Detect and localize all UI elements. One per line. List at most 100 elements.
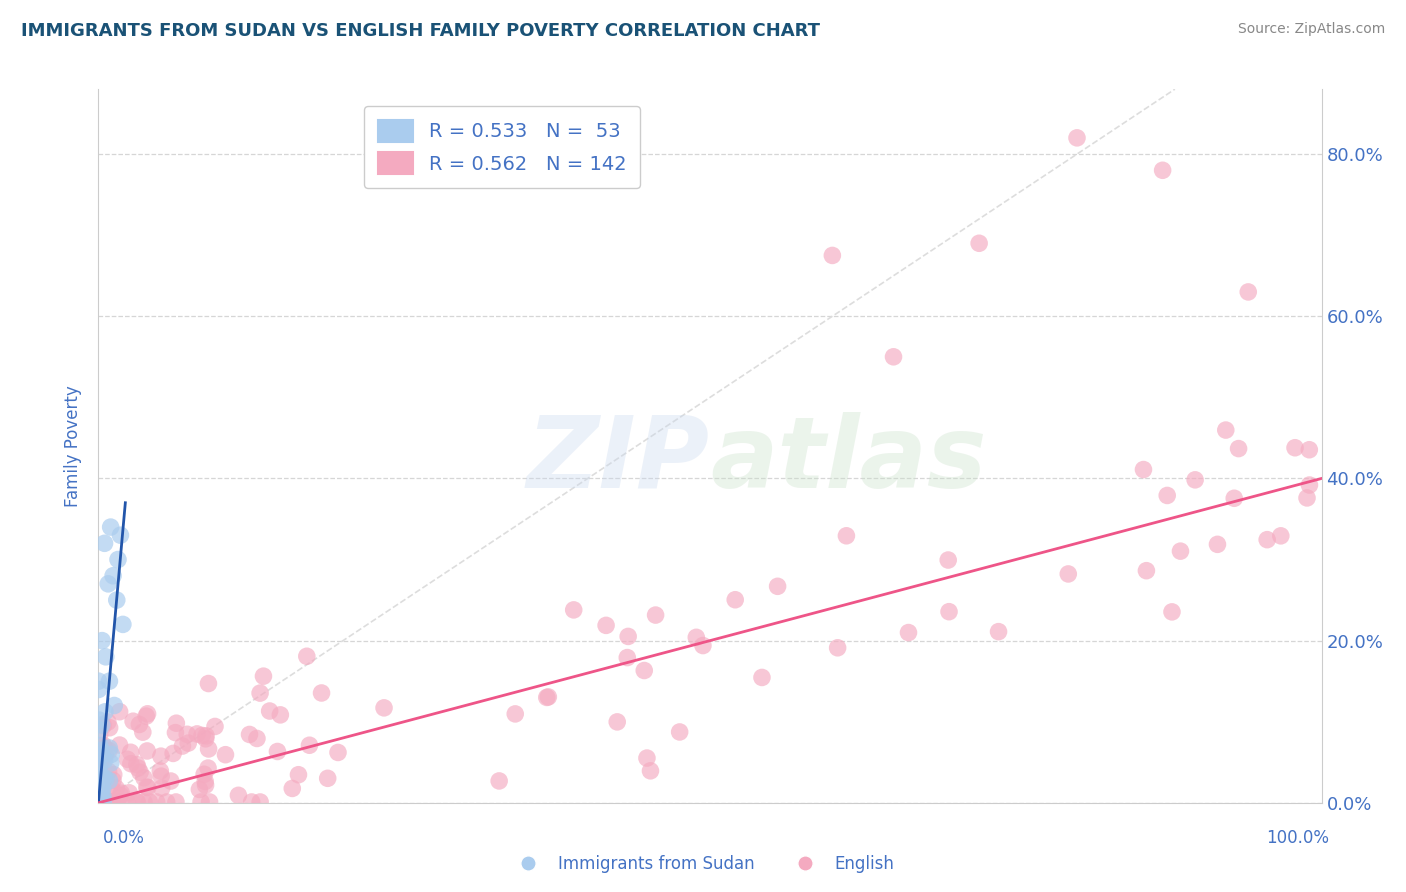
Point <box>326 746 349 760</box>
Point <box>204 719 226 733</box>
Point <box>132 795 155 809</box>
Point <box>150 780 173 795</box>
Point <box>883 350 905 364</box>
Point <box>118 786 141 800</box>
Point <box>536 690 558 705</box>
Point <box>190 795 212 809</box>
Point <box>87 789 110 803</box>
Text: 100.0%: 100.0% <box>1265 829 1329 847</box>
Point <box>132 725 155 739</box>
Point <box>197 742 219 756</box>
Point <box>100 520 122 534</box>
Point <box>87 786 110 800</box>
Point <box>1270 529 1292 543</box>
Point <box>1161 605 1184 619</box>
Point <box>1156 488 1178 502</box>
Point <box>1152 163 1174 178</box>
Point <box>138 795 160 809</box>
Point <box>640 764 662 778</box>
Point <box>149 749 172 764</box>
Text: 0.0%: 0.0% <box>103 829 145 847</box>
Point <box>298 738 321 752</box>
Point <box>987 624 1010 639</box>
Point <box>191 729 214 743</box>
Point <box>122 714 145 729</box>
Point <box>136 706 159 721</box>
Point <box>89 794 111 808</box>
Point <box>194 778 217 792</box>
Text: ZIP: ZIP <box>527 412 710 508</box>
Point <box>90 795 112 809</box>
Point <box>193 767 215 781</box>
Point <box>938 605 960 619</box>
Point <box>89 781 111 796</box>
Point <box>91 781 114 796</box>
Point <box>162 747 184 761</box>
Point <box>172 739 194 753</box>
Point <box>107 552 129 566</box>
Point <box>177 736 200 750</box>
Legend: R = 0.533   N =  53, R = 0.562   N = 142: R = 0.533 N = 53, R = 0.562 N = 142 <box>364 106 640 188</box>
Point <box>89 796 111 810</box>
Text: IMMIGRANTS FROM SUDAN VS ENGLISH FAMILY POVERTY CORRELATION CHART: IMMIGRANTS FROM SUDAN VS ENGLISH FAMILY … <box>21 22 820 40</box>
Point <box>108 795 131 809</box>
Legend: Immigrants from Sudan, English: Immigrants from Sudan, English <box>505 848 901 880</box>
Point <box>135 780 157 795</box>
Point <box>685 630 707 644</box>
Point <box>87 760 110 774</box>
Point <box>100 747 122 762</box>
Point <box>91 795 114 809</box>
Point <box>97 577 120 591</box>
Point <box>1206 537 1229 551</box>
Point <box>101 795 124 809</box>
Point <box>668 725 690 739</box>
Point <box>129 765 152 780</box>
Point <box>1057 566 1080 581</box>
Point <box>1227 442 1250 456</box>
Point <box>316 772 339 786</box>
Point <box>488 773 510 788</box>
Point <box>1184 473 1206 487</box>
Point <box>240 795 263 809</box>
Point <box>89 739 111 753</box>
Point <box>101 795 124 809</box>
Point <box>94 772 117 786</box>
Point <box>835 529 858 543</box>
Point <box>89 766 111 780</box>
Point <box>90 747 112 762</box>
Point <box>281 781 304 796</box>
Point <box>90 743 112 757</box>
Point <box>766 579 789 593</box>
Point <box>91 633 114 648</box>
Point <box>110 528 132 542</box>
Point <box>188 782 211 797</box>
Point <box>89 783 111 797</box>
Point <box>87 793 110 807</box>
Point <box>89 759 111 773</box>
Point <box>93 740 115 755</box>
Point <box>287 768 309 782</box>
Point <box>93 718 115 732</box>
Point <box>537 690 560 704</box>
Point <box>93 739 115 753</box>
Point <box>98 744 121 758</box>
Point <box>1223 491 1246 506</box>
Point <box>127 761 149 775</box>
Point <box>821 248 844 262</box>
Point <box>87 783 110 797</box>
Point <box>125 795 148 809</box>
Point <box>616 650 638 665</box>
Point <box>97 764 120 779</box>
Point <box>93 795 115 809</box>
Point <box>89 713 111 727</box>
Point <box>636 751 658 765</box>
Point <box>897 625 920 640</box>
Point <box>89 790 111 805</box>
Point <box>103 698 125 713</box>
Point <box>249 795 271 809</box>
Point <box>827 640 849 655</box>
Point <box>1066 131 1088 145</box>
Point <box>644 608 666 623</box>
Point <box>89 747 111 762</box>
Point <box>503 706 526 721</box>
